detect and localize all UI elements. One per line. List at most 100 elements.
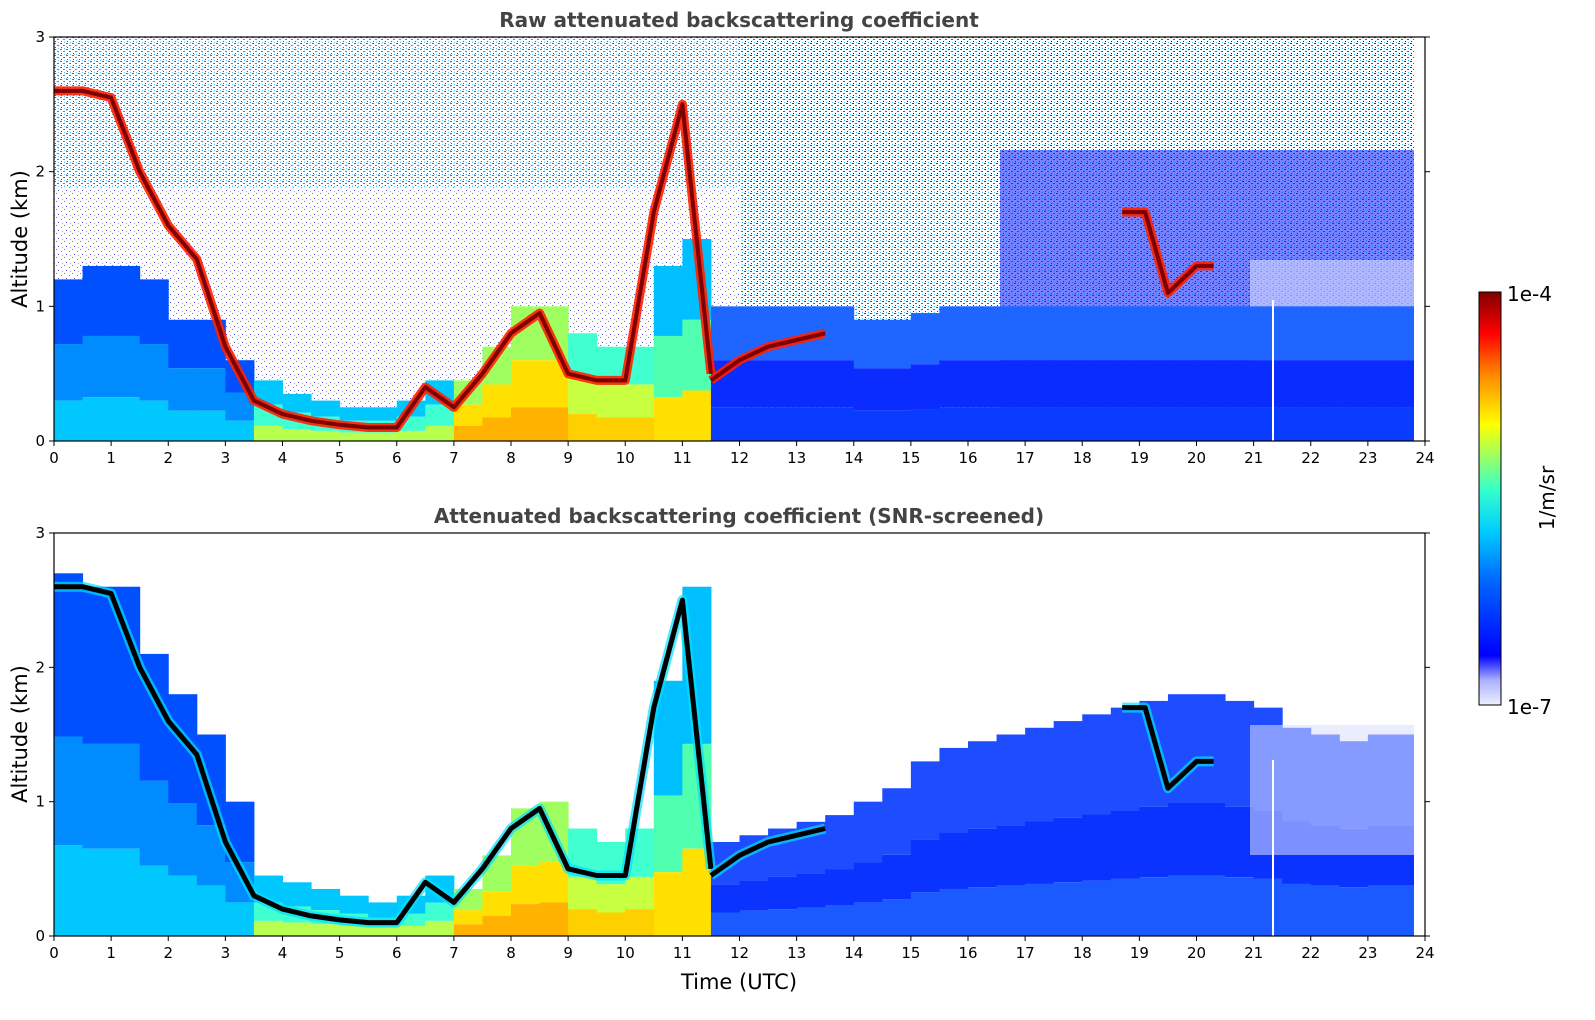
signal-cell-screened	[311, 888, 341, 911]
x-tick-label-screened: 2	[163, 944, 173, 962]
aerosol-cell-raw	[1225, 407, 1255, 441]
colorbar-max-label: 1e-4	[1507, 282, 1552, 306]
aerosol-cell-raw	[996, 360, 1026, 408]
aerosol-cell-raw	[539, 407, 569, 441]
aerosol-cell-raw	[482, 417, 512, 441]
signal-cell-screened	[1253, 878, 1283, 936]
panel-screened: Attenuated backscattering coefficient (S…	[8, 504, 1435, 994]
signal-cell-screened	[482, 915, 512, 936]
aerosol-cell-raw	[282, 429, 312, 441]
aerosol-cell-raw	[1082, 407, 1112, 441]
cloud-layer-screened	[1122, 705, 1214, 791]
aerosol-cell-raw	[768, 360, 798, 408]
x-tick-label-screened: 24	[1415, 944, 1434, 962]
aerosol-cell-raw	[225, 420, 255, 441]
signal-cell-screened	[1225, 877, 1255, 936]
heatmap-screened	[54, 533, 1425, 936]
signal-cell-screened	[653, 795, 683, 873]
aerosol-cell-raw	[168, 319, 198, 369]
aerosol-cell-raw	[1167, 407, 1197, 441]
x-tick-label-screened: 6	[392, 944, 402, 962]
signal-cell-screened	[453, 924, 483, 936]
signal-cell-screened	[1025, 821, 1055, 884]
y-tick-label-raw: 0	[35, 432, 45, 450]
signal-cell-screened	[625, 876, 655, 910]
x-tick-label-raw: 19	[1130, 449, 1149, 467]
aerosol-cell-raw	[82, 265, 112, 336]
x-tick-label-screened: 0	[49, 944, 59, 962]
x-tick-label-raw: 22	[1301, 449, 1320, 467]
signal-cell-screened	[82, 586, 112, 744]
signal-cell-screened	[111, 848, 141, 936]
aerosol-cell-raw	[168, 368, 198, 411]
x-tick-label-screened: 18	[1073, 944, 1092, 962]
aerosol-cell-raw	[996, 306, 1026, 361]
signal-cell-screened	[1196, 875, 1226, 936]
signal-cell-screened	[625, 909, 655, 936]
aerosol-cell-raw	[710, 306, 740, 361]
x-tick-label-raw: 11	[673, 449, 692, 467]
signal-cell-screened	[825, 869, 855, 906]
signal-cell-screened	[710, 912, 740, 936]
aerosol-cell-raw	[1196, 360, 1226, 408]
cloud-layer-core-raw	[1122, 210, 1214, 295]
aerosol-cell-raw	[1082, 306, 1112, 361]
aerosol-cell-raw	[568, 333, 598, 377]
aerosol-cell-raw	[1167, 360, 1197, 408]
signal-cell-screened	[511, 865, 541, 905]
signal-cell-screened	[939, 747, 969, 833]
aerosol-cell-raw	[625, 417, 655, 441]
aerosol-cell-raw	[1310, 360, 1340, 408]
x-tick-label-raw: 8	[506, 449, 516, 467]
aerosol-cell-raw	[196, 410, 226, 441]
aerosol-cell-raw	[453, 425, 483, 441]
aerosol-cell-raw	[282, 393, 312, 413]
x-tick-label-screened: 17	[1016, 944, 1035, 962]
signal-cell-screened	[139, 780, 169, 866]
y-axis-label-screened: Altitude (km)	[8, 665, 32, 803]
colorbar-min-label: 1e-7	[1507, 695, 1552, 719]
aerosol-cell-raw	[1253, 360, 1283, 408]
signal-cell-screened	[1310, 885, 1340, 936]
aerosol-cell-raw	[882, 319, 912, 369]
signal-cell-screened	[54, 573, 84, 737]
signal-cell-screened	[368, 902, 398, 918]
aerosol-cell-raw	[882, 368, 912, 411]
x-tick-label-screened: 11	[673, 944, 692, 962]
signal-cell-screened	[768, 876, 798, 910]
aerosol-cell-raw	[1339, 360, 1369, 408]
x-tick-label-screened: 4	[278, 944, 288, 962]
signal-cell-screened	[1082, 814, 1112, 881]
aerosol-cell-raw	[139, 344, 169, 401]
x-tick-label-raw: 1	[106, 449, 116, 467]
signal-cell-screened	[910, 761, 940, 840]
aerosol-cell-raw	[968, 306, 998, 361]
signal-cell-screened	[1196, 803, 1226, 876]
aerosol-cell-raw	[596, 384, 626, 418]
aerosol-cell-raw	[825, 360, 855, 408]
signal-cell-screened	[339, 925, 369, 936]
x-tick-label-raw: 24	[1415, 449, 1434, 467]
signal-cell-screened	[1139, 877, 1169, 936]
aerosol-cell-raw	[1367, 306, 1397, 361]
signal-cell-screened	[1196, 694, 1226, 804]
aerosol-cell-raw	[653, 265, 683, 336]
aerosol-cell-raw	[653, 335, 683, 398]
aerosol-cell-raw	[939, 360, 969, 408]
aerosol-cell-raw	[882, 410, 912, 441]
x-tick-label-raw: 18	[1073, 449, 1092, 467]
aerosol-cell-raw	[853, 410, 883, 441]
y-tick-label-screened: 3	[35, 524, 45, 542]
signal-cell-screened	[1367, 885, 1397, 936]
x-tick-label-screened: 8	[506, 944, 516, 962]
signal-cell-screened	[1110, 878, 1140, 936]
heatmap-raw	[54, 37, 1425, 441]
y-tick-label-raw: 1	[35, 297, 45, 315]
aerosol-cell-raw	[910, 313, 940, 365]
aerosol-cell-raw	[1225, 306, 1255, 361]
aerosol-cell-raw	[1053, 306, 1083, 361]
aerosol-cell-raw	[82, 397, 112, 441]
colorbar: 1e-4 1e-7 1/m/sr	[1478, 282, 1559, 719]
signal-cell-screened	[1025, 727, 1055, 822]
aerosol-cell-raw	[1110, 306, 1140, 361]
